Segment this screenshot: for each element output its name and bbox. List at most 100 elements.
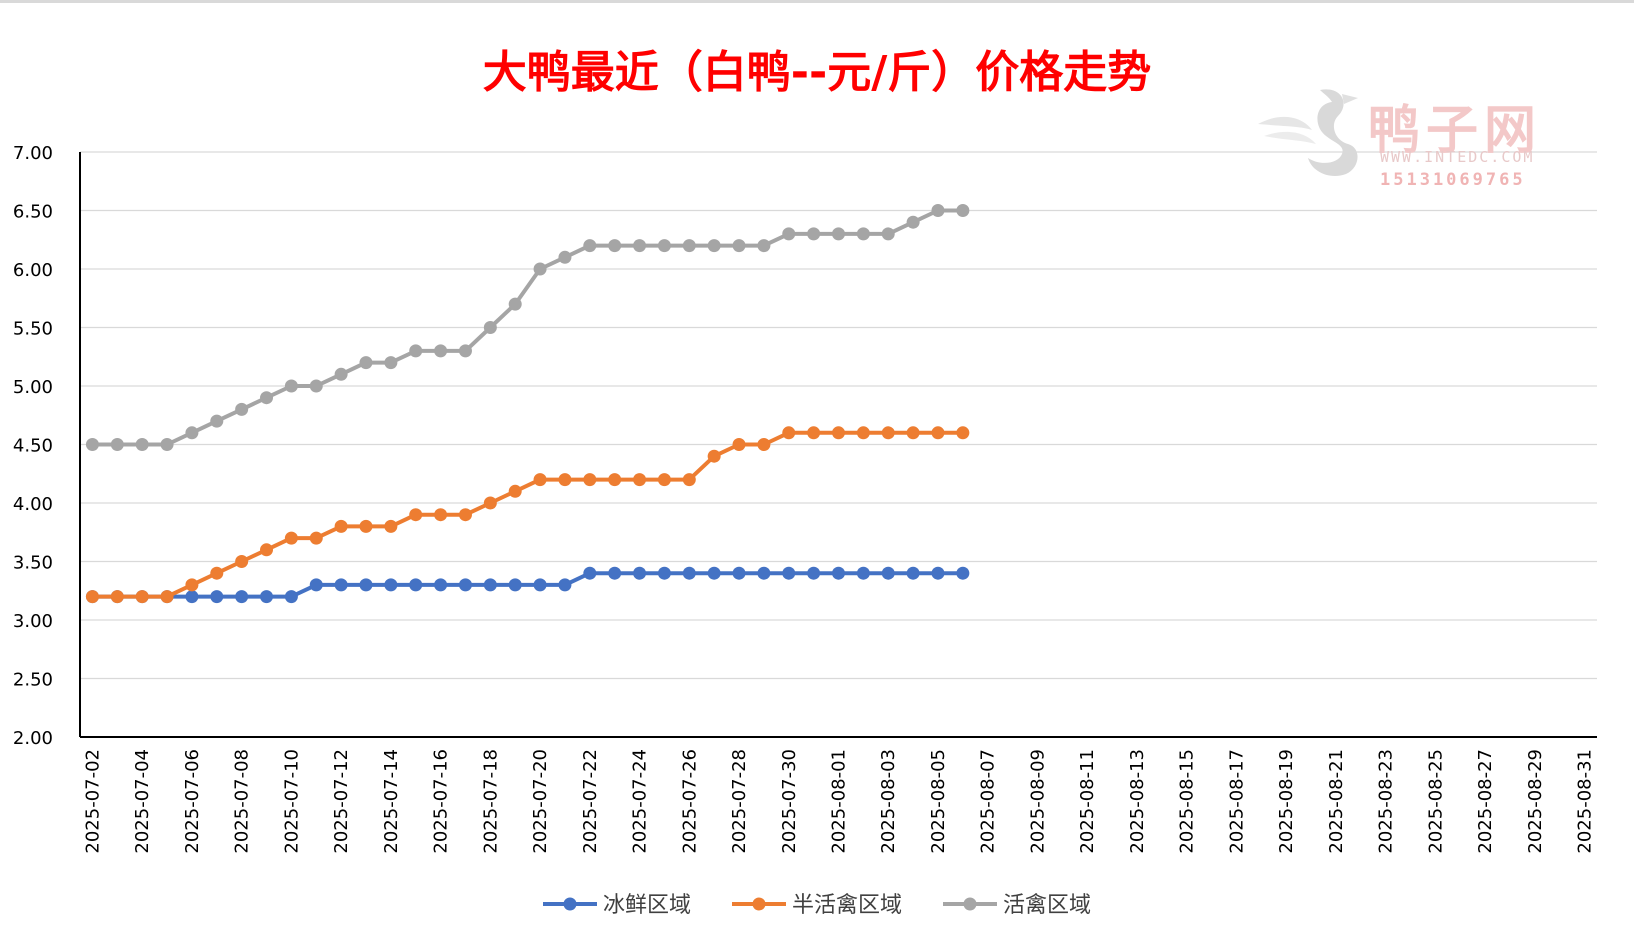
y-tick-label: 3.50 [13,553,53,574]
data-point [583,473,597,487]
data-point [931,426,945,440]
chart-title: 大鸭最近（白鸭--元/斤）价格走势 [483,47,1152,98]
x-tick-label: 2025-08-31 [1575,749,1596,854]
data-point [508,297,522,311]
data-point [334,367,348,381]
data-point [633,473,647,487]
data-point [856,566,870,580]
data-point [558,578,572,592]
x-tick-label: 2025-07-24 [630,749,651,854]
data-point [284,531,298,545]
data-point [906,426,920,440]
data-point [583,566,597,580]
data-point [732,566,746,580]
x-tick-label: 2025-07-20 [530,749,551,854]
data-point [284,379,298,393]
x-tick-label: 2025-07-28 [729,749,750,854]
y-tick-label: 7.00 [13,143,53,164]
y-tick-label: 6.50 [13,202,53,223]
data-point [807,426,821,440]
data-point [732,239,746,253]
data-point [707,449,721,463]
x-tick-label: 2025-08-15 [1177,749,1198,854]
data-point [608,566,622,580]
data-point [533,262,547,276]
data-point [707,566,721,580]
data-point [458,578,472,592]
data-point [782,227,796,241]
data-point [384,578,398,592]
data-point [110,438,124,451]
data-point [608,239,622,253]
data-point [633,566,647,580]
data-point [533,578,547,592]
top-border [0,0,1634,3]
data-point [309,531,323,545]
y-tick-label: 2.00 [13,728,53,749]
legend-label-2: 活禽区域 [1003,893,1091,918]
data-point [235,590,249,604]
y-tick-label: 6.00 [13,260,53,281]
data-point [458,344,472,358]
legend: 冰鲜区域 半活禽区域 活禽区域 [543,893,1091,918]
x-tick-label: 2025-07-14 [381,749,402,854]
data-point [832,227,845,241]
data-point [185,590,199,604]
data-point [210,590,224,604]
x-tick-label: 2025-08-09 [1027,749,1048,854]
data-point [185,578,199,592]
series-line-0 [92,571,963,599]
data-point [483,496,497,510]
y-tick-label: 5.50 [13,319,53,340]
x-tick-label: 2025-07-26 [679,749,700,854]
watermark-phone: 15131069765 [1380,170,1526,190]
data-point [956,426,970,440]
x-tick-label: 2025-07-12 [331,749,352,854]
data-point [707,239,721,253]
watermark-name: 鸭子网 [1368,100,1543,161]
data-point [260,590,274,604]
data-point [832,566,845,580]
data-point [881,566,895,580]
data-point [782,566,796,580]
watermark-url: WWW.INTEDC.COM [1380,148,1535,166]
data-point [558,473,572,487]
data-point [757,566,771,580]
data-point [235,402,249,416]
data-point [906,215,920,229]
data-point [185,426,199,440]
data-point [732,438,746,451]
x-tick-label: 2025-07-02 [82,749,103,854]
x-tick-label: 2025-07-10 [281,749,302,854]
x-tick-label: 2025-08-25 [1425,749,1446,854]
y-tick-label: 5.00 [13,377,53,398]
data-point [483,578,497,592]
data-point [583,239,597,253]
data-point [608,473,622,487]
data-point [931,204,945,217]
data-point [458,508,472,522]
data-point [434,344,448,358]
x-tick-label: 2025-08-23 [1376,749,1397,854]
x-tick-label: 2025-07-30 [779,749,800,854]
data-point [210,566,224,580]
legend-label-1: 半活禽区域 [792,893,902,918]
watermark: 鸭子网 WWW.INTEDC.COM 15131069765 [1250,82,1600,192]
data-point [508,484,522,498]
x-tick-label: 2025-08-13 [1127,749,1148,854]
data-point [906,566,920,580]
data-point [657,473,671,487]
x-tick-label: 2025-08-05 [928,749,949,854]
data-point [135,438,149,451]
data-point [85,438,99,451]
x-tick-label: 2025-08-21 [1326,749,1347,854]
data-point [160,590,174,604]
duck-logo-icon [1258,89,1358,177]
data-point [682,239,696,253]
data-point [657,239,671,253]
data-point [359,578,373,592]
x-tick-label: 2025-08-07 [978,749,999,854]
data-point [334,519,348,533]
x-tick-label: 2025-07-22 [580,749,601,854]
